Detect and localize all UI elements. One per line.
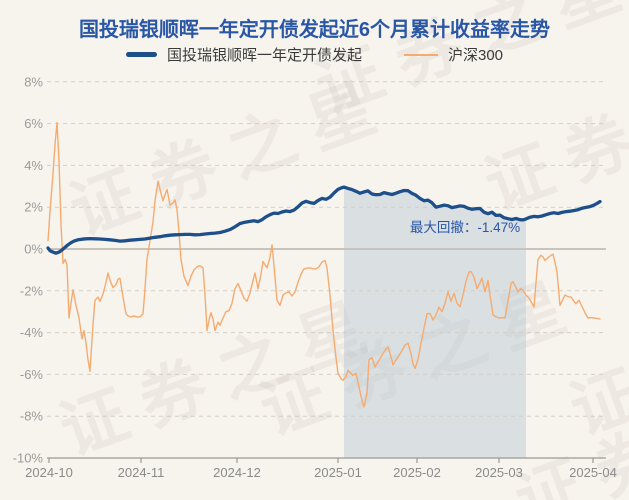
max-drawdown-label: 最大回撤：-1.47% <box>410 220 520 235</box>
legend: 国投瑞银顺晖一年定开债发起 沪深300 <box>0 44 629 65</box>
y-axis-label: 4% <box>24 158 43 173</box>
legend-item-fund: 国投瑞银顺晖一年定开债发起 <box>125 44 362 65</box>
index-line-swatch <box>403 53 438 56</box>
x-axis-label: 2024-10 <box>25 465 73 480</box>
index-line <box>47 121 601 408</box>
y-axis-label: -2% <box>20 283 44 298</box>
fund-line <box>46 185 602 255</box>
legend-fund-label: 国投瑞银顺晖一年定开债发起 <box>166 47 362 64</box>
y-axis-label: -6% <box>20 367 44 382</box>
x-axis-label: 2025-02 <box>393 465 441 480</box>
legend-item-index: 沪深300 <box>403 44 504 65</box>
max-drawdown-region <box>344 187 526 458</box>
y-axis-label: -8% <box>20 409 44 424</box>
x-axis-label: 2025-04 <box>569 465 617 480</box>
x-axis-label: 2024-12 <box>213 465 261 480</box>
chart-title: 国投瑞银顺晖一年定开债发起近6个月累计收益率走势 <box>78 19 551 41</box>
y-axis-label: 0% <box>24 242 43 257</box>
legend-index-label: 沪深300 <box>447 47 504 64</box>
x-axis-label: 2024-11 <box>118 465 165 480</box>
x-axis-label: 2025-01 <box>314 465 362 480</box>
x-axis-label: 2025-03 <box>475 465 523 480</box>
fund-line-swatch <box>125 52 157 57</box>
y-axis-label: -10% <box>13 451 44 466</box>
y-axis-label: -4% <box>20 325 44 340</box>
y-axis-label: 2% <box>24 200 43 215</box>
y-axis-label: 6% <box>24 116 43 131</box>
y-axis-label: 8% <box>24 74 43 89</box>
